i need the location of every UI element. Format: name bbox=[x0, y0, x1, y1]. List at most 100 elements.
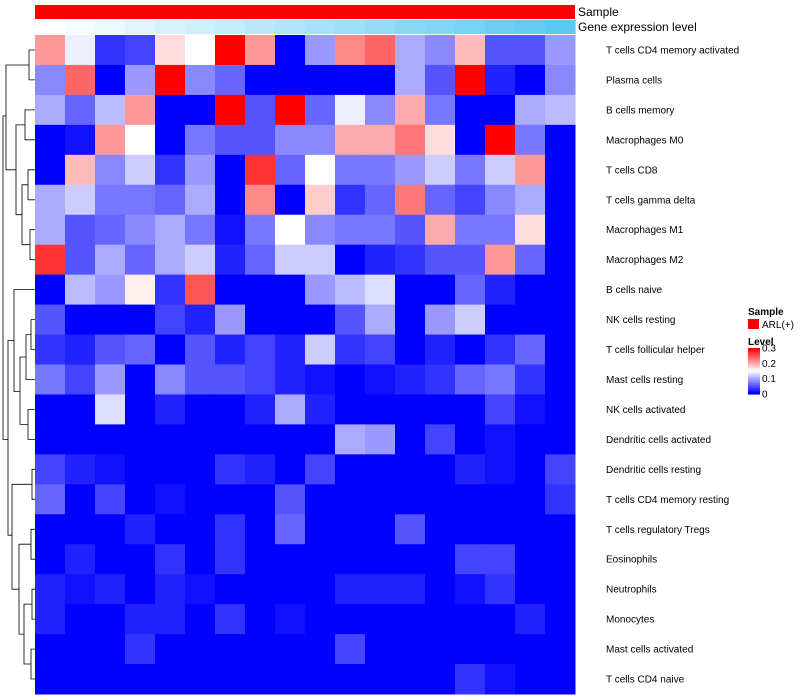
legend-level-gradient-step bbox=[748, 389, 760, 392]
heatmap-cell bbox=[155, 424, 186, 455]
heatmap-cell bbox=[125, 424, 156, 455]
heatmap-cell bbox=[245, 604, 276, 635]
heatmap-cell bbox=[245, 484, 276, 515]
heatmap-cell bbox=[245, 94, 276, 126]
gene-expression-annotation-cell bbox=[365, 20, 396, 34]
row-label: Dendritic cells activated bbox=[606, 435, 711, 446]
heatmap-cell bbox=[185, 334, 216, 365]
heatmap-cell bbox=[395, 214, 426, 246]
heatmap-cell bbox=[215, 214, 246, 246]
heatmap-cell bbox=[455, 634, 486, 665]
heatmap-cell bbox=[545, 454, 576, 485]
heatmap-cell bbox=[125, 484, 156, 515]
heatmap-cell bbox=[545, 244, 576, 276]
heatmap-cell bbox=[245, 634, 276, 665]
heatmap-cell bbox=[425, 634, 456, 665]
heatmap-cell bbox=[455, 124, 486, 156]
heatmap-cell bbox=[545, 634, 576, 665]
heatmap-cell bbox=[65, 304, 96, 336]
heatmap-cell bbox=[155, 664, 186, 695]
legend-sample-title: Sample bbox=[748, 307, 784, 318]
heatmap-cell bbox=[155, 214, 186, 246]
heatmap-cell bbox=[335, 424, 366, 455]
heatmap-cell bbox=[395, 154, 426, 186]
heatmap-cell bbox=[395, 664, 426, 695]
heatmap-cell bbox=[125, 634, 156, 665]
heatmap-cell bbox=[215, 604, 246, 635]
heatmap-cell bbox=[155, 484, 186, 515]
legend-level-gradient-step bbox=[748, 351, 760, 354]
heatmap-cell bbox=[215, 664, 246, 695]
heatmap-cell bbox=[545, 214, 576, 246]
heatmap-cell bbox=[95, 64, 126, 96]
heatmap-cell bbox=[455, 35, 486, 66]
heatmap-cell bbox=[545, 304, 576, 336]
heatmap-cell bbox=[185, 664, 216, 695]
heatmap-cell bbox=[125, 64, 156, 96]
legend-sample-swatch bbox=[748, 319, 759, 329]
heatmap-cell bbox=[95, 394, 126, 425]
heatmap-cell bbox=[65, 394, 96, 425]
row-label: Mast cells activated bbox=[606, 645, 693, 656]
heatmap-cell bbox=[395, 364, 426, 395]
heatmap-cell bbox=[305, 574, 336, 605]
heatmap-cell bbox=[335, 664, 366, 695]
gene-expression-annotation-cell bbox=[515, 20, 546, 34]
gene-expression-annotation-cell bbox=[425, 20, 456, 34]
heatmap-cell bbox=[275, 634, 306, 665]
heatmap-cell bbox=[395, 424, 426, 455]
heatmap-cell bbox=[65, 424, 96, 455]
gene-expression-annotation-cell bbox=[125, 20, 156, 34]
heatmap-cell bbox=[125, 394, 156, 425]
heatmap-cell bbox=[185, 514, 216, 545]
heatmap-cell bbox=[65, 214, 96, 246]
heatmap-cell bbox=[305, 484, 336, 515]
heatmap-cell bbox=[185, 154, 216, 186]
heatmap-cell bbox=[305, 244, 336, 276]
heatmap-cell bbox=[185, 604, 216, 635]
heatmap-cell bbox=[455, 304, 486, 336]
heatmap-cell bbox=[455, 484, 486, 515]
row-label: Neutrophils bbox=[606, 585, 657, 596]
row-label: NK cells activated bbox=[606, 405, 685, 416]
heatmap-cell bbox=[215, 424, 246, 455]
heatmap-cell bbox=[155, 514, 186, 545]
heatmap-cell bbox=[425, 454, 456, 485]
heatmap-cell bbox=[335, 124, 366, 156]
heatmap-cell bbox=[395, 394, 426, 425]
heatmap-cell bbox=[335, 394, 366, 425]
legend-level-title: Level bbox=[748, 337, 774, 348]
heatmap-cell bbox=[65, 454, 96, 485]
heatmap-cell bbox=[455, 64, 486, 96]
heatmap-cell bbox=[545, 484, 576, 515]
heatmap-cell bbox=[335, 634, 366, 665]
heatmap-cell bbox=[425, 35, 456, 66]
legend-level-tick: 0.3 bbox=[762, 344, 776, 355]
heatmap-cell bbox=[185, 484, 216, 515]
heatmap-cell bbox=[335, 35, 366, 66]
legend-level-gradient-step bbox=[748, 348, 760, 351]
heatmap-cell bbox=[545, 574, 576, 605]
heatmap-cell bbox=[215, 364, 246, 395]
heatmap-cell bbox=[35, 304, 66, 336]
legend-level-gradient-step bbox=[748, 390, 760, 394]
gene-expression-annotation-cell bbox=[185, 20, 216, 34]
heatmap-cell bbox=[95, 94, 126, 126]
heatmap-cell bbox=[215, 394, 246, 425]
heatmap-cell bbox=[215, 154, 246, 186]
heatmap-cell bbox=[515, 424, 546, 455]
heatmap-cell bbox=[95, 214, 126, 246]
heatmap-cell bbox=[305, 184, 336, 216]
heatmap-cell bbox=[515, 334, 546, 365]
heatmap-cell bbox=[35, 124, 66, 156]
heatmap-cell bbox=[305, 364, 336, 395]
gene-expression-annotation-cell bbox=[335, 20, 366, 34]
heatmap-cell bbox=[245, 394, 276, 425]
row-label: Plasma cells bbox=[606, 75, 662, 86]
heatmap-cell bbox=[485, 634, 516, 665]
heatmap-cell bbox=[155, 334, 186, 365]
heatmap-cell bbox=[215, 94, 246, 126]
heatmap-cell bbox=[65, 94, 96, 126]
heatmap-cell bbox=[425, 214, 456, 246]
heatmap-cell bbox=[365, 484, 396, 515]
